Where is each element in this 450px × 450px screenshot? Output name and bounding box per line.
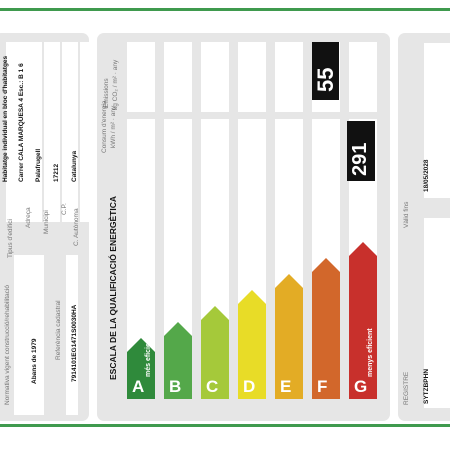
energy-bar-e: E <box>275 274 303 399</box>
energy-bar-body <box>127 352 155 399</box>
energy-bar-letter: D <box>243 377 256 396</box>
arrow-up-icon <box>238 290 266 304</box>
ref-value: 7914101EG1471S0030HA <box>71 304 78 382</box>
energy-bar-body <box>164 336 192 399</box>
worst-efficiency-label: menys eficient <box>367 328 374 377</box>
energy-bar-body <box>349 256 377 399</box>
scale-column-upper-c <box>201 42 229 112</box>
energy-bar-letter: E <box>280 377 292 396</box>
ca-label: C. Autònoma <box>73 208 80 246</box>
tipus-value-cell <box>6 42 26 222</box>
scale-column-upper-g <box>349 42 377 112</box>
arrow-up-icon <box>349 242 377 256</box>
scale-column-upper-e <box>275 42 303 112</box>
municipi-value-cell <box>44 42 60 222</box>
energy-bar-letter: A <box>132 377 145 396</box>
cp-value-cell <box>62 42 78 222</box>
energy-bar-body <box>201 320 229 399</box>
energy-bar-letter: F <box>317 377 328 396</box>
scale-column-upper-d <box>238 42 266 112</box>
arrow-up-icon <box>127 338 155 352</box>
arrow-up-icon <box>312 258 340 272</box>
municipi-value: Palafrugell <box>35 148 42 182</box>
energy-bar-f: F <box>312 258 340 399</box>
emissions-label: Emissions <box>103 78 110 108</box>
consum-badge: 291 <box>347 121 375 181</box>
adreca-value: Carrer CALA MARQUESA 4 Esc.: B 1 6 <box>18 63 25 182</box>
scale-column-upper-a <box>127 42 155 112</box>
energy-bar-letter: C <box>206 377 219 396</box>
energy-bar-body <box>275 288 303 399</box>
registre-value-cell <box>424 218 450 408</box>
top-green-line <box>0 8 450 11</box>
ref-label: Referència cadastral <box>55 300 62 360</box>
tipus-value: Habitatge individual en bloc d'habitatge… <box>2 55 9 182</box>
energy-bar-letter: B <box>169 377 182 396</box>
registre-value: SYTZBPHN <box>423 368 430 404</box>
consum-value: 291 <box>349 142 371 176</box>
valid-label: Vàlid fins <box>403 201 410 228</box>
cp-label: C.P. <box>61 203 68 215</box>
arrow-up-icon <box>275 274 303 288</box>
valid-value-cell <box>424 43 450 198</box>
normativa-value-cell <box>14 255 44 415</box>
normativa-value: Abans de 1979 <box>31 338 38 384</box>
arrow-up-icon <box>164 322 192 336</box>
ca-value: Catalunya <box>71 150 78 182</box>
normativa-label: Normativa vigent construcció/rehabilitac… <box>4 285 11 405</box>
energy-bar-body <box>312 272 340 399</box>
energy-bar-body <box>238 304 266 399</box>
ref-value-cell <box>66 255 78 415</box>
scale-column-upper-b <box>164 42 192 112</box>
energy-bar-c: C <box>201 306 229 399</box>
tipus-label: Tipus d'edifici <box>7 219 14 258</box>
valid-value: 18/05/2028 <box>423 159 430 192</box>
adreca-value-cell <box>26 42 42 222</box>
registre-label: REGISTRE <box>403 371 410 405</box>
consum-label: Consum d'energia <box>101 100 108 153</box>
consum-unit: kWh / m² · any <box>110 105 117 148</box>
adreca-label: Adreça <box>25 207 32 228</box>
municipi-label: Municipi <box>43 210 50 234</box>
energy-bar-letter: G <box>354 377 368 396</box>
ca-value-cell <box>80 42 89 222</box>
emissions-value: 55 <box>313 67 338 92</box>
arrow-up-icon <box>201 306 229 320</box>
cp-value: 17212 <box>53 163 60 182</box>
building-data-panel <box>0 33 89 421</box>
energy-bar-b: B <box>164 322 192 399</box>
emissions-badge: 55 <box>312 42 339 100</box>
energy-bar-d: D <box>238 290 266 399</box>
registry-panel <box>398 33 450 421</box>
emissions-unit: kg CO₂ / m² · any <box>112 59 119 110</box>
scale-title: ESCALA DE LA QUALIFICACIÓ ENERGÈTICA <box>108 195 118 380</box>
bottom-green-line <box>0 424 450 427</box>
